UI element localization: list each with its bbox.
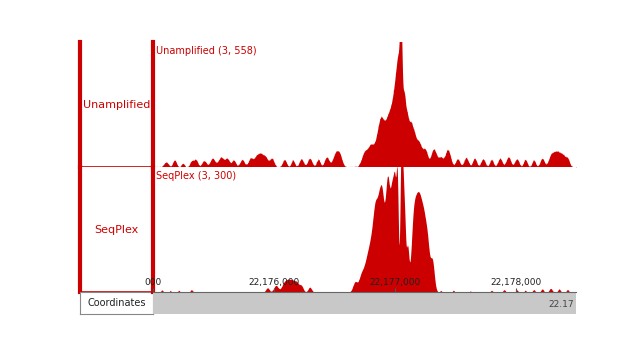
Text: Unamplified: Unamplified	[83, 100, 150, 110]
Text: 22.17: 22.17	[548, 300, 574, 309]
Text: SeqPlex: SeqPlex	[95, 225, 139, 235]
Text: Unamplified (3, 558): Unamplified (3, 558)	[156, 46, 256, 56]
Text: SeqPlex (3, 300): SeqPlex (3, 300)	[156, 171, 236, 181]
Text: Coordinates: Coordinates	[88, 298, 146, 308]
